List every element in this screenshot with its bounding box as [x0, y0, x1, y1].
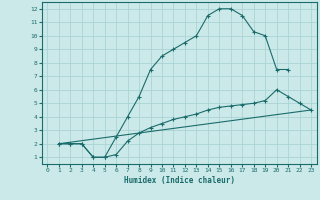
X-axis label: Humidex (Indice chaleur): Humidex (Indice chaleur) — [124, 176, 235, 185]
